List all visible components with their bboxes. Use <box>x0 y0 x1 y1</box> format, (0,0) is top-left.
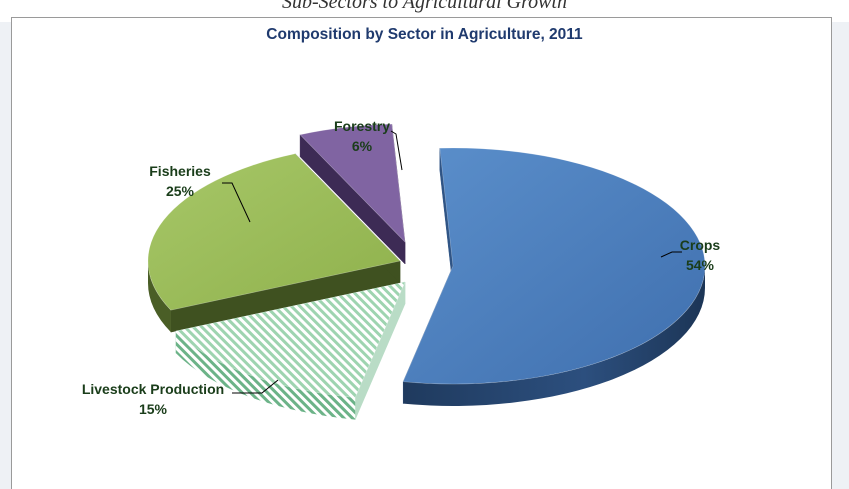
document-page-strip: Sub-Sectors to Agricultural Growth <box>0 0 849 22</box>
leader-line-forestry <box>390 130 403 171</box>
slice-label-crops: Crops <box>680 237 721 253</box>
slice-side <box>148 261 171 333</box>
leader-line-crops <box>660 251 682 258</box>
slice-label-livestock-production: Livestock Production <box>82 381 224 397</box>
leader-line-fisheries <box>222 182 251 223</box>
pie-slice-crops <box>402 147 706 406</box>
chart-title: Composition by Sector in Agriculture, 20… <box>266 26 583 43</box>
slice-value-crops: 54% <box>686 257 715 273</box>
slice-value-forestry: 6% <box>352 138 373 154</box>
page-caption: Sub-Sectors to Agricultural Growth <box>282 0 567 13</box>
pie-slice-fisheries <box>147 153 401 333</box>
slice-label-forestry: Forestry <box>334 118 390 134</box>
pie-slice-livestock-production <box>175 281 406 420</box>
slice-side <box>403 266 705 406</box>
slice-top <box>175 281 406 398</box>
pie-slice-forestry <box>299 123 406 265</box>
slice-top <box>147 153 401 311</box>
slice-label-fisheries: Fisheries <box>149 163 211 179</box>
slice-side <box>175 331 356 420</box>
slice-top <box>402 147 706 385</box>
slice-top <box>299 123 406 243</box>
slice-value-fisheries: 25% <box>166 183 195 199</box>
slice-value-livestock-production: 15% <box>139 401 168 417</box>
leader-line-livestock-production <box>232 379 279 394</box>
